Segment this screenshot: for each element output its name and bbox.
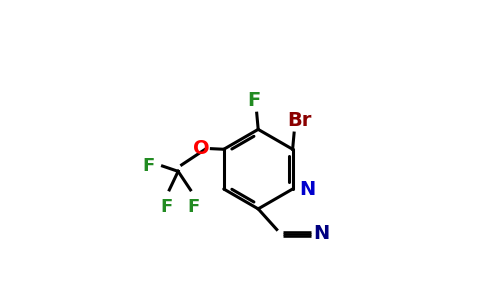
- Text: F: F: [248, 91, 261, 110]
- Text: F: F: [142, 157, 154, 175]
- Text: F: F: [187, 198, 199, 216]
- Text: F: F: [160, 198, 172, 216]
- Text: Br: Br: [287, 110, 312, 130]
- Text: N: N: [299, 179, 316, 199]
- Text: O: O: [193, 139, 210, 158]
- Text: N: N: [314, 224, 330, 243]
